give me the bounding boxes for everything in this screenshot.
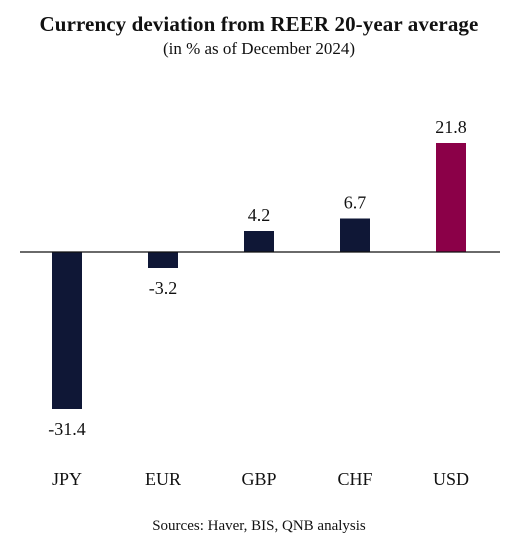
chart-title: Currency deviation from REER 20-year ave… [39,12,479,36]
bar-jpy [52,252,82,409]
labels-group: -31.4 JPY -3.2 EUR 4.2 GBP 6.7 CHF 21.8 USD [48,117,469,489]
category-label-eur: EUR [145,469,181,489]
bars-group [52,143,466,409]
bar-gbp [244,231,274,252]
value-label-jpy: -31.4 [48,419,86,439]
category-label-jpy: JPY [52,469,82,489]
category-label-usd: USD [433,469,469,489]
value-label-gbp: 4.2 [248,205,271,225]
bar-eur [148,252,178,268]
category-label-chf: CHF [337,469,372,489]
bar-usd [436,143,466,252]
category-label-gbp: GBP [241,469,276,489]
value-label-eur: -3.2 [149,278,178,298]
bar-chf [340,218,370,252]
value-label-chf: 6.7 [344,193,367,213]
chart-subtitle: (in % as of December 2024) [162,39,356,58]
value-label-usd: 21.8 [435,117,467,137]
source-note: Sources: Haver, BIS, QNB analysis [152,518,366,534]
